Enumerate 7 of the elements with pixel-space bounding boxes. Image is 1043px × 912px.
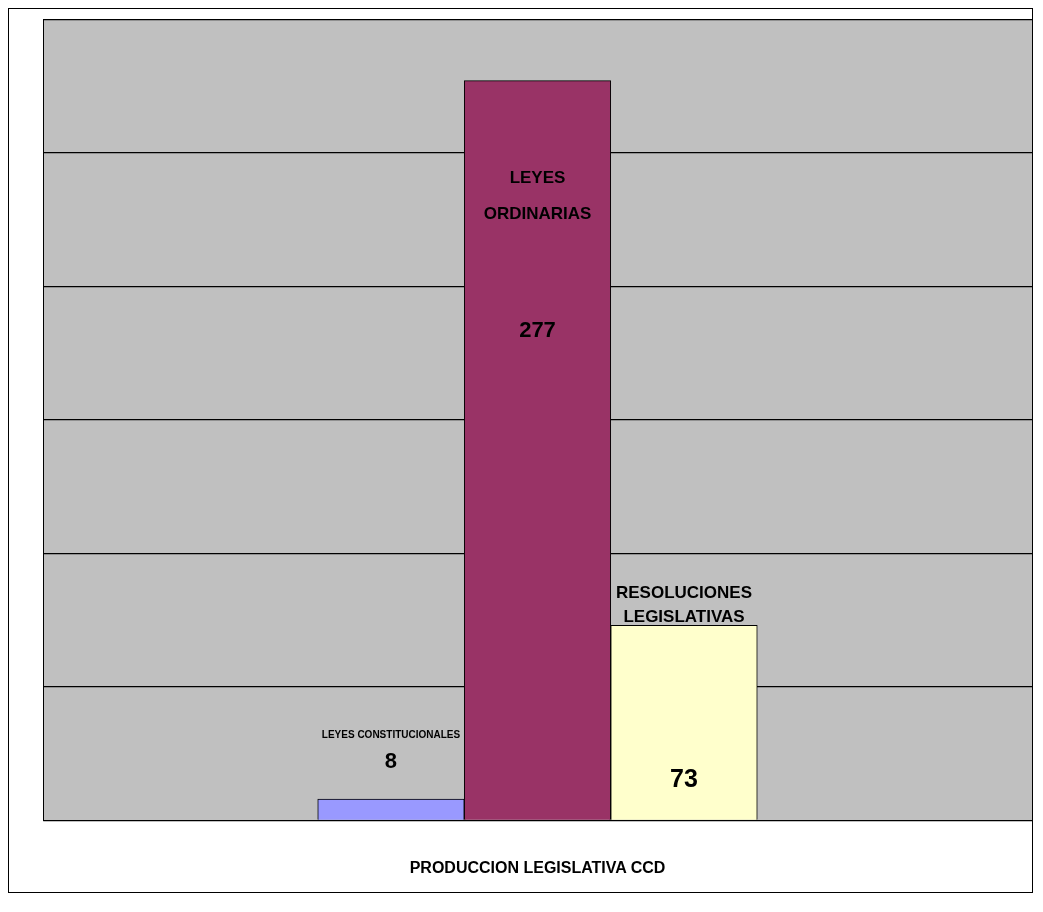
annotation: LEYES CONSTITUCIONALES xyxy=(321,728,461,740)
data-label: 73 xyxy=(670,763,698,792)
annotation: LEYES ORDINARIAS xyxy=(483,168,592,224)
x-axis-title: PRODUCCION LEGISLATIVA CCD xyxy=(409,858,666,876)
data-label: 277 xyxy=(519,316,556,342)
annotation: RESOLUCIONES LEGISLATIVAS xyxy=(616,583,753,627)
data-label: 8 xyxy=(384,748,398,774)
